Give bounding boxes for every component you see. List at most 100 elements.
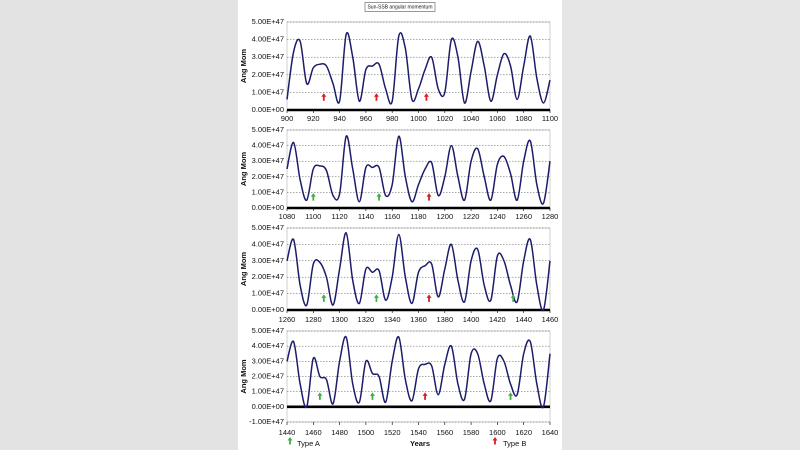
x-tick-label: 920 <box>307 114 320 123</box>
x-tick-label: 1460 <box>305 428 322 437</box>
y-tick-label: 3.00E+47 <box>252 356 284 365</box>
x-tick-label: 1040 <box>463 114 480 123</box>
line-series <box>286 135 551 205</box>
x-tick-label: 1440 <box>515 315 532 324</box>
right-backdrop <box>562 0 800 450</box>
y-tick-label: 4.00E+47 <box>252 141 284 150</box>
x-tick-label: 960 <box>360 114 373 123</box>
y-tick-label: 0.00E+00 <box>252 305 284 314</box>
y-tick-label: 1.00E+47 <box>252 387 284 396</box>
y-axis-label: Ang Mom <box>239 359 248 393</box>
y-tick-label: 3.00E+47 <box>252 256 284 265</box>
x-tick-label: 1600 <box>489 428 506 437</box>
y-tick-label: 4.00E+47 <box>252 341 284 350</box>
y-tick-label: 1.00E+47 <box>252 289 284 298</box>
x-tick-label: 1540 <box>410 428 427 437</box>
x-tick-label: 1400 <box>463 315 480 324</box>
y-tick-label: 5.00E+47 <box>252 326 284 335</box>
event-arrow <box>376 193 382 201</box>
y-tick-label: 2.00E+47 <box>252 371 284 380</box>
x-tick-label: 1640 <box>542 428 559 437</box>
y-tick-label: 5.00E+47 <box>252 223 284 232</box>
x-tick-label: 1500 <box>358 428 375 437</box>
x-tick-label: 1180 <box>410 212 426 221</box>
x-tick-label: 1080 <box>279 212 296 221</box>
event-arrow <box>373 294 379 302</box>
y-tick-label: 5.00E+47 <box>252 125 284 134</box>
x-tick-label: 1620 <box>515 428 532 437</box>
title-box <box>364 2 436 12</box>
x-tick-label: 900 <box>281 114 294 123</box>
x-tick-label: 1220 <box>463 212 480 221</box>
x-tick-label: 1580 <box>463 428 480 437</box>
left-backdrop <box>0 0 238 450</box>
x-tick-label: 1440 <box>279 428 296 437</box>
x-tick-label: 1080 <box>515 114 532 123</box>
y-axis-label: Ang Mom <box>239 252 248 286</box>
y-tick-label: 2.00E+47 <box>252 272 284 281</box>
line-series <box>286 232 551 312</box>
legend-label: Type B <box>503 439 526 448</box>
y-tick-label: 4.00E+47 <box>252 239 284 248</box>
page-sheet <box>238 0 562 450</box>
event-arrow <box>426 193 432 201</box>
y-tick-label: 1.00E+47 <box>252 187 284 196</box>
event-arrow <box>422 392 428 400</box>
line-series <box>286 335 551 409</box>
y-tick-label: 1.00E+47 <box>252 87 284 96</box>
y-axis-label: Ang Mom <box>239 49 248 83</box>
x-tick-label: 1480 <box>331 428 348 437</box>
x-tick-label: 980 <box>386 114 399 123</box>
legend-arrow <box>492 437 498 445</box>
y-tick-label: 2.00E+47 <box>252 172 284 181</box>
y-tick-label: 5.00E+47 <box>252 17 284 26</box>
legend-arrow <box>287 437 293 445</box>
event-arrow <box>310 193 316 201</box>
event-arrow <box>508 392 514 400</box>
x-tick-label: 1320 <box>358 315 375 324</box>
event-arrow <box>423 93 429 101</box>
y-axis-label: Ang Mom <box>239 152 248 186</box>
y-tick-label: 4.00E+47 <box>252 35 284 44</box>
x-tick-label: 1260 <box>279 315 296 324</box>
x-tick-label: 1340 <box>384 315 401 324</box>
x-tick-label: 1120 <box>332 212 348 221</box>
event-arrow <box>321 93 327 101</box>
event-arrow <box>426 294 432 302</box>
x-tick-label: 1360 <box>410 315 427 324</box>
event-arrow <box>510 294 516 302</box>
legend-label: Type A <box>297 439 320 448</box>
event-arrow <box>321 294 327 302</box>
x-tick-label: 1520 <box>384 428 401 437</box>
chart-title: Sun-SSB angular momentum <box>367 4 432 10</box>
x-tick-label: 1280 <box>305 315 322 324</box>
line-series <box>286 31 551 105</box>
event-arrow <box>373 93 379 101</box>
x-tick-label: 940 <box>333 114 346 123</box>
x-tick-label: 1380 <box>436 315 453 324</box>
x-tick-label: 1260 <box>515 212 532 221</box>
x-tick-label: 1020 <box>436 114 453 123</box>
event-arrow <box>369 392 375 400</box>
x-tick-label: 1240 <box>489 212 506 221</box>
x-tick-label: 1280 <box>542 212 559 221</box>
event-arrow <box>317 392 323 400</box>
x-axis-label: Years <box>410 439 430 448</box>
x-tick-label: 1420 <box>489 315 506 324</box>
x-tick-label: 1460 <box>542 315 559 324</box>
x-tick-label: 1160 <box>384 212 400 221</box>
x-tick-label: 1060 <box>489 114 506 123</box>
y-tick-label: -1.00E+47 <box>249 417 284 426</box>
x-tick-label: 1300 <box>331 315 348 324</box>
y-tick-label: 0.00E+00 <box>252 203 284 212</box>
x-tick-label: 1000 <box>410 114 427 123</box>
y-tick-label: 3.00E+47 <box>252 52 284 61</box>
y-tick-label: 0.00E+00 <box>252 402 284 411</box>
y-tick-label: 2.00E+47 <box>252 70 284 79</box>
y-tick-label: 0.00E+00 <box>252 105 284 114</box>
x-tick-label: 1140 <box>358 212 374 221</box>
x-tick-label: 1200 <box>436 212 453 221</box>
x-tick-label: 1560 <box>436 428 453 437</box>
